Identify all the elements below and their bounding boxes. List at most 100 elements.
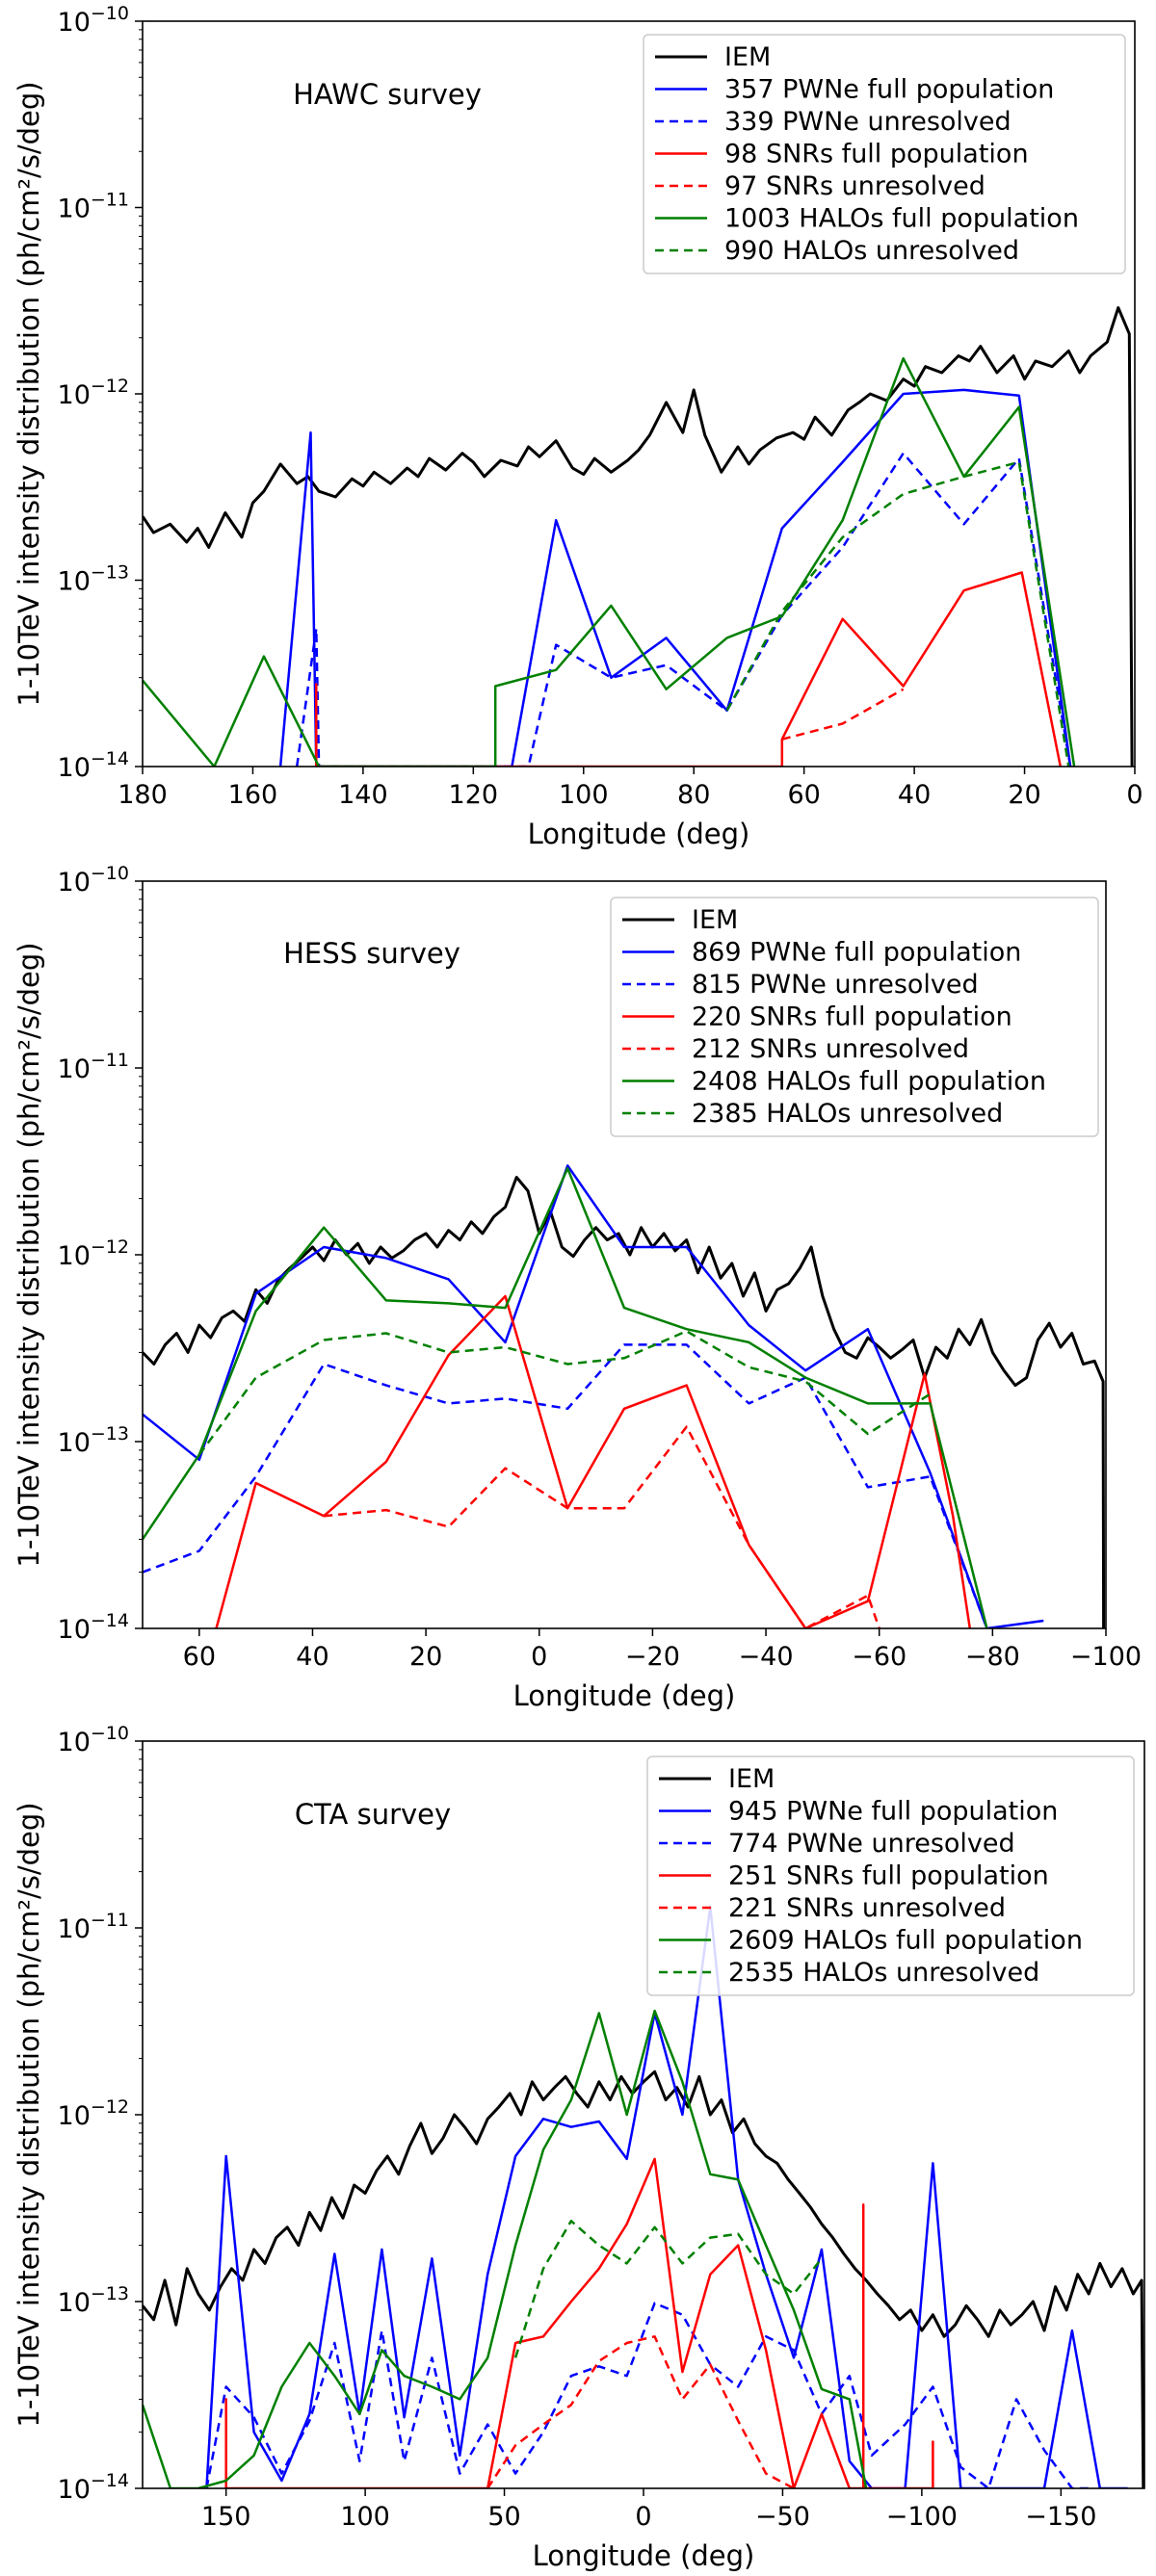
panel-title: CTA survey [295,1798,451,1831]
y-tick-label: 10−12 [58,2096,129,2131]
x-tick-label: 150 [201,2502,251,2532]
series-line-357-pwne-full-population [278,388,1072,767]
x-tick-label: 140 [338,780,388,810]
x-tick-label: −100 [886,2502,958,2532]
series-line-2385-halos-unresolved [197,1330,932,1456]
y-tick-label: 10−13 [58,1423,129,1458]
series-group [143,1164,1106,1628]
series-line-212-snrs-unresolved [324,1425,880,1628]
y-tick-label: 10−10 [58,3,129,38]
y-tick-label: 10−10 [58,863,129,898]
x-tick-label: −150 [1025,2502,1096,2532]
legend-entry-label: 869 PWNe full population [692,938,1021,968]
series-line-98-snrs-full-population [315,571,1063,767]
x-tick-label: −100 [1070,1642,1142,1672]
legend-box [643,34,1126,274]
x-tick-label: 50 [487,2502,520,2532]
series-line-339-pwne-unresolved [295,452,1072,767]
x-axis-label: Longitude (deg) [528,818,750,850]
x-tick-label: −50 [755,2502,810,2532]
y-axis-label: 1-10TeV intensity distribution (ph/cm²/s… [13,81,45,706]
series-line-815-pwne-unresolved [143,1343,988,1628]
x-axis-label: Longitude (deg) [513,1679,736,1712]
legend-entry-label: 339 PWNe unresolved [724,107,1012,137]
x-tick-label: 20 [409,1642,442,1672]
legend-entry-label: 2535 HALOs unresolved [728,1958,1039,1988]
y-tick-label: 10−11 [58,190,129,224]
series-line-2408-halos-full-population [143,1167,988,1628]
series-group [143,306,1134,767]
x-tick-label: 40 [296,1642,328,1672]
series-line-2609-halos-full-population [143,2009,868,2488]
y-axis-label: 1-10TeV intensity distribution (ph/cm²/s… [13,942,45,1567]
y-tick-label: 10−13 [58,2283,129,2318]
legend-box [646,1756,1135,1996]
series-line-220-snrs-full-population [215,1294,972,1628]
legend-entry-label: 815 PWNe unresolved [692,970,979,1000]
y-axis-label: 1-10TeV intensity distribution (ph/cm²/s… [13,1802,45,2427]
panel-title: HESS survey [283,937,460,970]
legend-entry-label: IEM [724,42,771,72]
x-tick-label: 20 [1008,780,1040,810]
y-tick-label: 10−14 [58,748,129,783]
y-tick-label: 10−13 [58,562,129,597]
legend-entry-label: 2385 HALOs unresolved [692,1099,1003,1129]
series-line-221-snrs-unresolved [486,2335,795,2488]
y-tick-label: 10−11 [58,1050,129,1084]
legend-entry-label: 357 PWNe full population [724,75,1054,105]
legend-entry-label: 945 PWNe full population [728,1797,1058,1827]
series-group [143,1905,1144,2488]
x-tick-label: 100 [559,780,609,810]
x-tick-label: 100 [340,2502,390,2532]
y-tick-label: 10−14 [58,2470,129,2505]
x-tick-label: 180 [118,780,168,810]
legend-entry-label: IEM [728,1764,775,1794]
legend-entry-label: 212 SNRs unresolved [692,1034,969,1064]
legend-box [610,897,1099,1137]
x-tick-label: 60 [183,1642,216,1672]
x-tick-label: 80 [677,780,710,810]
y-tick-label: 10−11 [58,1910,129,1944]
x-tick-label: −80 [965,1642,1020,1672]
legend-entry-label: 2609 HALOs full population [728,1926,1083,1956]
legend-entry-label: 990 HALOs unresolved [724,236,1019,266]
x-tick-label: 0 [531,1642,547,1672]
legend-entry-label: 221 SNRs unresolved [728,1893,1006,1923]
x-tick-label: 160 [228,780,278,810]
series-line-iem [143,2069,1144,2488]
series-line-774-pwne-unresolved [205,2302,1090,2488]
x-axis-label: Longitude (deg) [533,2539,755,2572]
series-line-251-snrs-full-population [224,2157,934,2488]
legend-entry-label: 2408 HALOs full population [692,1067,1046,1097]
legend-entry-label: 774 PWNe unresolved [728,1829,1015,1859]
x-tick-label: 60 [787,780,820,810]
x-tick-label: 0 [635,2502,651,2532]
series-line-iem [143,306,1134,767]
x-tick-label: 120 [449,780,499,810]
x-tick-label: −20 [625,1642,680,1672]
chart-panel-cta-survey: 150 100 50 0 −50 −100 −150 10−14 10−13 10−12 10−11… [13,1723,1145,2572]
chart-panel-hawc-survey: 180 160 140 120 100 80 60 40 20 0 10−14 10−13 10−12 1… [13,3,1143,850]
y-tick-label: 10−10 [58,1723,129,1757]
y-tick-label: 10−12 [58,1236,129,1271]
y-tick-label: 10−12 [58,376,129,410]
legend-entry-label: 251 SNRs full population [728,1861,1049,1891]
x-tick-label: 0 [1126,780,1143,810]
legend-entry-label: 220 SNRs full population [692,1002,1012,1032]
series-line-1003-halos-full-population [143,356,1076,767]
chart-panel-hess-survey: 60 40 20 0 −20 −40 −60 −80 −100 10−14 10−13 10−12 10… [13,863,1142,1712]
x-tick-label: −60 [852,1642,906,1672]
series-line-iem [143,1176,1106,1628]
legend-entry-label: 98 SNRs full population [724,140,1029,169]
x-tick-label: 40 [898,780,931,810]
y-tick-label: 10−14 [58,1610,129,1645]
legend-entry-label: 1003 HALOs full population [724,204,1079,234]
series-line-97-snrs-unresolved [781,688,905,741]
panel-title: HAWC survey [293,78,482,111]
legend-entry-label: IEM [692,905,738,935]
